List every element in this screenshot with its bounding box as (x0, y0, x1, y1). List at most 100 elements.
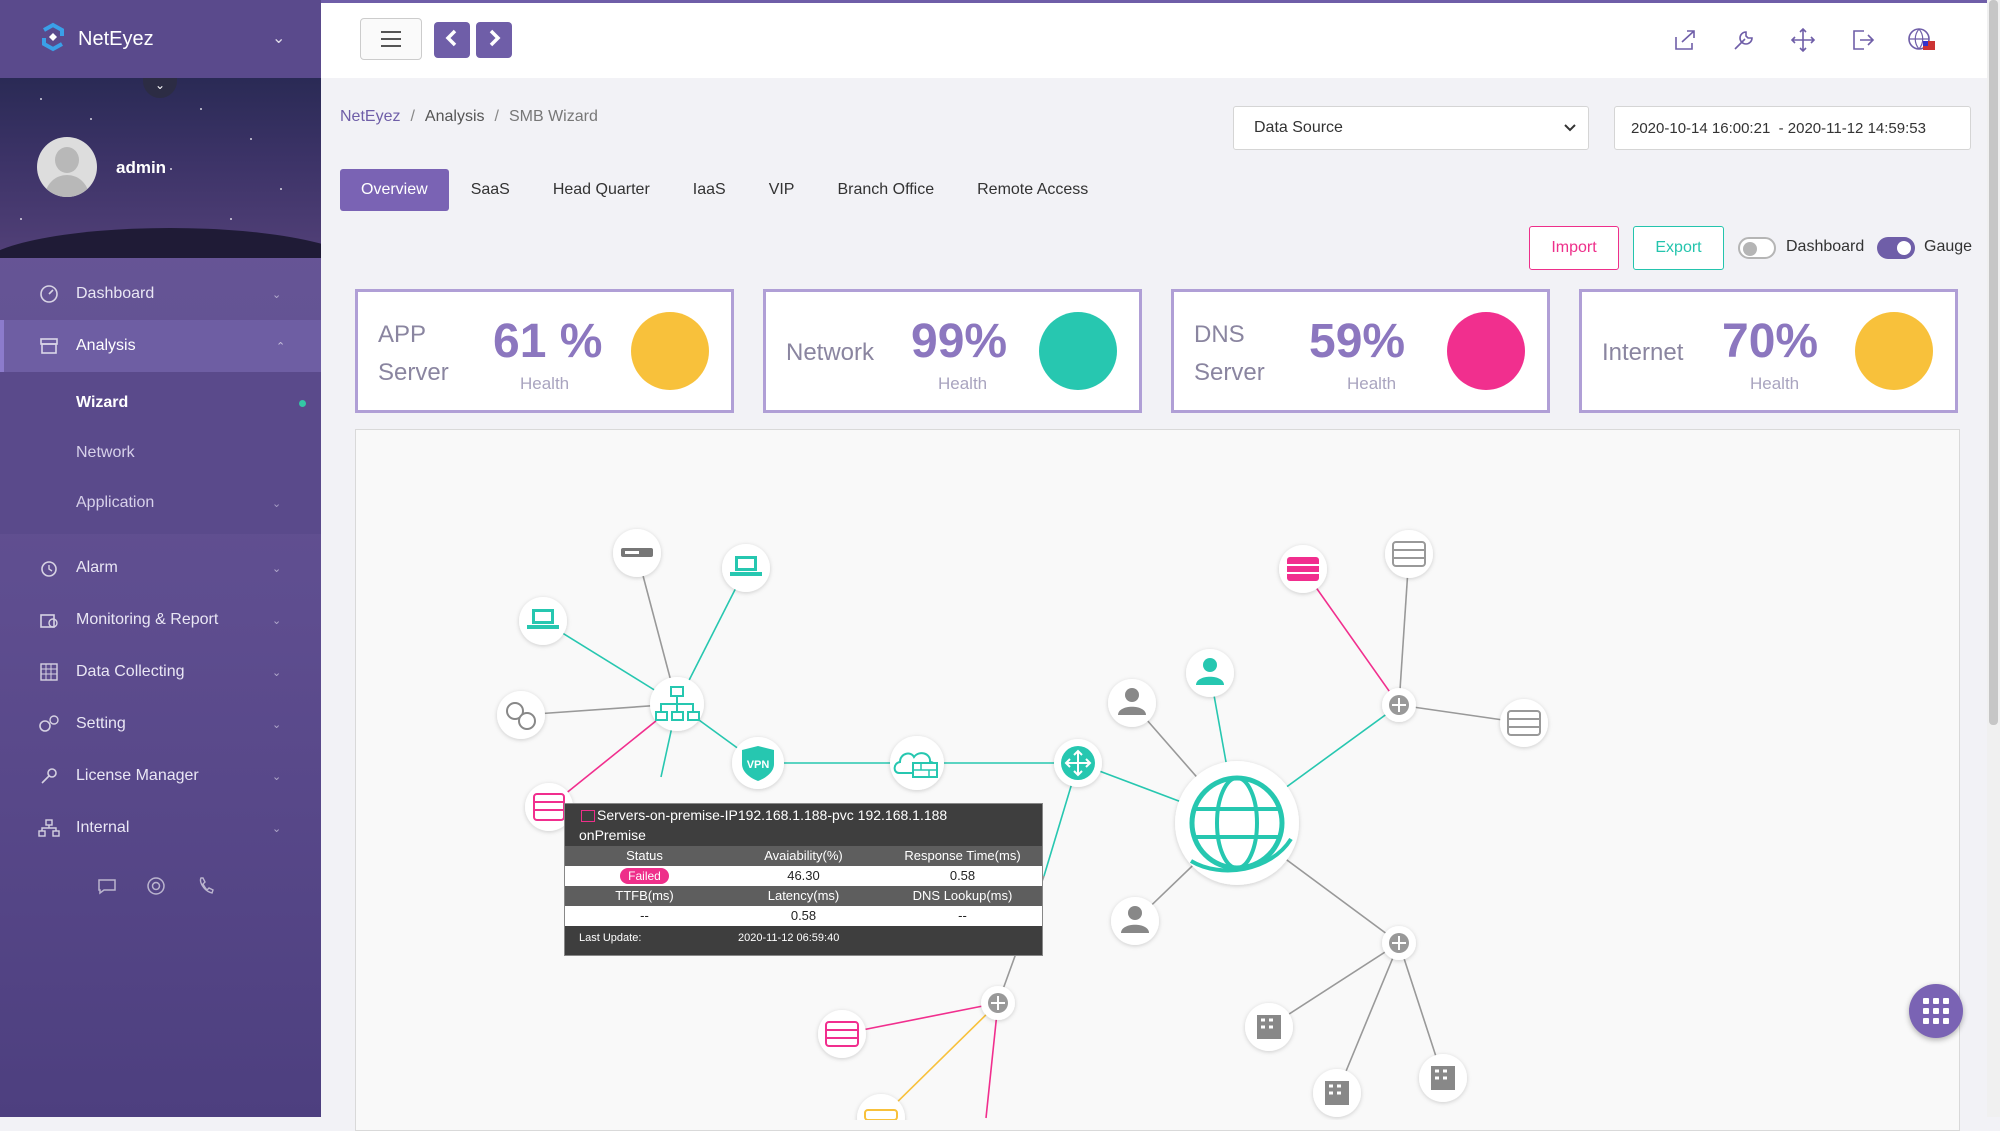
sidebar-item-dashboard[interactable]: Dashboard ⌄ (0, 268, 321, 320)
date-range-value: 2020-10-14 16:00:21 - 2020-11-12 14:59:5… (1631, 119, 1926, 137)
sidebar-item-internal[interactable]: Internal ⌄ (0, 802, 321, 854)
globe-icon (1175, 761, 1299, 885)
user-icon (1186, 649, 1234, 697)
import-button[interactable]: Import (1529, 226, 1619, 270)
vpn-shield-icon: VPN (732, 737, 784, 789)
phone-icon[interactable] (196, 876, 218, 898)
neteyez-logo-icon (38, 22, 68, 57)
router-icon (981, 986, 1015, 1020)
wrench-icon[interactable] (1729, 25, 1759, 55)
health-card-app-server[interactable]: APP Server 61 % Health (355, 289, 734, 413)
sidebar-item-label: License Manager (76, 767, 199, 784)
health-percent: 99% (911, 315, 1008, 368)
sidebar-item-analysis[interactable]: Analysis ⌃ (0, 320, 321, 372)
chevron-down-icon[interactable]: ⌄ (272, 30, 286, 47)
tooltip-subtitle: onPremise (579, 827, 646, 843)
back-button[interactable] (434, 22, 470, 58)
sidebar-item-alarm[interactable]: Alarm ⌄ (0, 542, 321, 594)
grid-icon (38, 661, 60, 683)
move-arrows-icon[interactable] (1788, 25, 1818, 55)
chevron-down-icon: ⌄ (272, 666, 282, 679)
export-button[interactable]: Export (1633, 226, 1724, 270)
sidebar: NetEyez ⌄ ⌄ admin Dashboard ⌄ Analysis ⌃… (0, 0, 321, 1117)
server-rack-icon (818, 1010, 866, 1058)
user-icon (1111, 897, 1159, 945)
data-source-select[interactable]: Data Source (1233, 106, 1589, 150)
laptop-icon (722, 544, 770, 592)
sidebar-item-setting[interactable]: Setting ⌄ (0, 698, 321, 750)
profile-collapse-toggle[interactable]: ⌄ (143, 78, 177, 98)
health-caption: Health (520, 374, 570, 393)
laptop-icon (519, 597, 567, 645)
topology-canvas[interactable]: VPN (355, 429, 1960, 1131)
health-card-dns-server[interactable]: DNS Server 59% Health (1171, 289, 1550, 413)
health-card-network[interactable]: Network 99% Health (763, 289, 1142, 413)
health-percent: 59% (1309, 315, 1406, 368)
chat-icon[interactable] (96, 876, 118, 898)
language-globe-icon[interactable] (1907, 25, 1937, 55)
avatar[interactable] (37, 137, 97, 197)
page-scrollbar[interactable] (1987, 0, 2000, 1117)
sidebar-item-label: Alarm (76, 559, 118, 576)
health-status-circle (1855, 312, 1933, 390)
last-update-value: 2020-11-12 06:59:40 (738, 932, 840, 944)
server-rack-icon (857, 1094, 905, 1120)
chevron-down-icon: ⌄ (272, 770, 282, 783)
brand-name: NetEyez (78, 27, 154, 50)
cloud-server-icon (1385, 530, 1433, 578)
status-badge: Failed (620, 868, 669, 884)
tab-branch-office[interactable]: Branch Office (837, 181, 935, 198)
chevron-down-icon (1564, 121, 1576, 135)
sidebar-subitem-network[interactable]: Network (0, 428, 321, 478)
tab-saas[interactable]: SaaS (470, 181, 510, 198)
tooltip-header-row: Status Avaiability(%) Response Time(ms) (565, 846, 1042, 866)
tooltip-title: Servers-on-premise-IP192.168.1.188-pvc 1… (597, 807, 948, 823)
data-source-value: Data Source (1254, 119, 1343, 136)
tooltip-value-row: -- 0.58 -- (565, 906, 1042, 926)
sidebar-item-label: Analysis (76, 337, 136, 354)
tab-vip[interactable]: VIP (768, 181, 795, 198)
sidebar-item-monitoring-report[interactable]: Monitoring & Report ⌄ (0, 594, 321, 646)
tab-head-quarter[interactable]: Head Quarter (552, 181, 650, 198)
breadcrumb-analysis-link[interactable]: Analysis (424, 108, 485, 125)
report-icon (38, 609, 60, 631)
gauge-toggle[interactable] (1877, 237, 1915, 259)
chevron-up-icon: ⌃ (276, 340, 286, 353)
tab-overview[interactable]: Overview (340, 169, 449, 211)
analysis-subnav: Wizard Network Application ⌄ (0, 372, 321, 534)
key-icon (38, 765, 60, 787)
breadcrumb-home-link[interactable]: NetEyez (340, 108, 401, 125)
sidebar-subitem-wizard[interactable]: Wizard (0, 378, 321, 428)
logout-icon[interactable] (1848, 25, 1878, 55)
topbar (321, 0, 2000, 78)
share-icon[interactable] (1670, 25, 1700, 55)
dashboard-toggle[interactable] (1738, 237, 1776, 259)
router-icon (1382, 688, 1416, 722)
health-status-circle (1039, 312, 1117, 390)
date-range-field[interactable]: 2020-10-14 16:00:21 - 2020-11-12 14:59:5… (1614, 106, 1971, 150)
server-icon (613, 529, 661, 577)
apps-grid-button[interactable] (1909, 984, 1963, 1038)
tab-iaas[interactable]: IaaS (692, 181, 726, 198)
sidebar-subitem-application[interactable]: Application ⌄ (0, 478, 321, 528)
server-status-icon (581, 810, 595, 822)
sidebar-item-label: Dashboard (76, 285, 155, 302)
card-name-line1: APP (378, 321, 427, 348)
health-status-circle (631, 312, 709, 390)
switch-icon (650, 677, 704, 731)
building-icon (1245, 1003, 1293, 1051)
chevron-down-icon: ⌄ (272, 497, 282, 510)
gauge-toggle-label: Gauge (1924, 238, 1973, 255)
tooltip-header-row: TTFB(ms) Latency(ms) DNS Lookup(ms) (565, 886, 1042, 906)
sidebar-item-license-manager[interactable]: License Manager ⌄ (0, 750, 321, 802)
sidebar-item-data-collecting[interactable]: Data Collecting ⌄ (0, 646, 321, 698)
tab-remote-access[interactable]: Remote Access (977, 181, 1089, 198)
menu-toggle-button[interactable] (360, 18, 422, 60)
forward-button[interactable] (476, 22, 512, 58)
profile-panel: ⌄ admin (0, 78, 321, 258)
chevron-down-icon: ⌄ (272, 562, 282, 575)
gears-icon (38, 713, 60, 735)
support-lifebuoy-icon[interactable] (146, 876, 168, 898)
sidebar-header: NetEyez ⌄ (0, 0, 321, 78)
health-card-internet[interactable]: Internet 70% Health (1579, 289, 1958, 413)
